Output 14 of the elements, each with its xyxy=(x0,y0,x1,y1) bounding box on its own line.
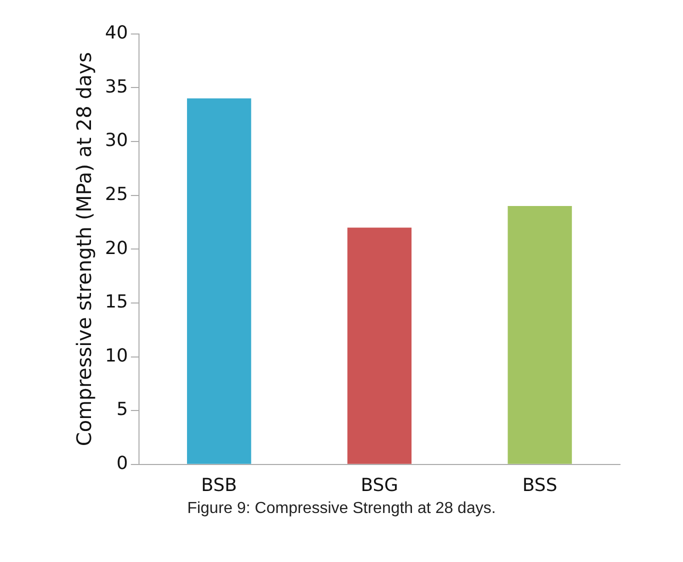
x-tick-label: BSG xyxy=(360,474,398,496)
y-tick-label: 5 xyxy=(116,399,128,420)
y-axis-title: Compressive strength (MPa) at 28 days xyxy=(72,52,96,446)
y-tick-label: 40 xyxy=(105,22,128,44)
y-tick-label: 10 xyxy=(105,345,128,366)
y-tick-label: 20 xyxy=(105,238,128,259)
y-tick-label: 35 xyxy=(105,76,128,98)
caption: Figure 9: Compressive Strength at 28 days. xyxy=(186,500,497,518)
y-tick-label: 25 xyxy=(105,184,128,205)
x-tick-label: BSB xyxy=(201,474,237,496)
x-tick-label: BSS xyxy=(522,474,558,496)
y-tick-label: 0 xyxy=(116,453,128,474)
y-tick-label: 30 xyxy=(105,130,128,152)
y-tick-label: 15 xyxy=(105,292,128,313)
